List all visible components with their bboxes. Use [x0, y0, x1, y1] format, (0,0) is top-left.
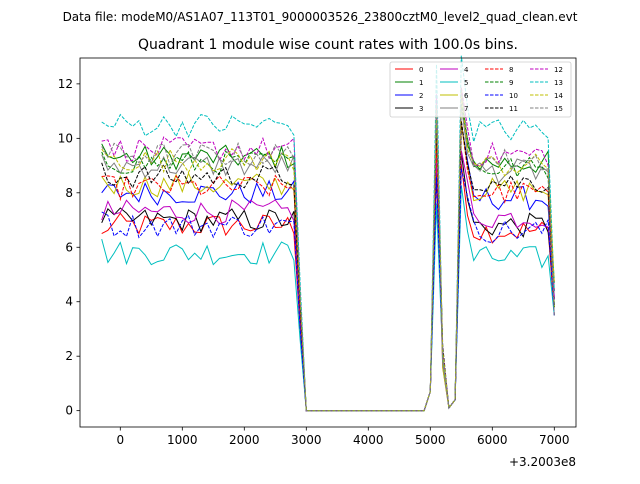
y-tick-label-0: 0 [65, 404, 73, 418]
legend-label-0: 0 [419, 66, 423, 74]
legend-label-2: 2 [419, 92, 423, 100]
series-line-14 [101, 91, 555, 412]
legend-label-12: 12 [554, 66, 563, 74]
legend-label-5: 5 [464, 79, 468, 87]
y-tick-label-8: 8 [65, 186, 73, 200]
x-tick-label-1000: 1000 [167, 433, 198, 447]
y-tick-label-6: 6 [65, 240, 73, 254]
y-tick-label-4: 4 [65, 295, 73, 309]
axes-frame [79, 57, 577, 428]
legend-label-3: 3 [419, 105, 423, 113]
legend-label-1: 1 [419, 79, 423, 87]
chart-suptitle: Data file: modeM0/AS1A07_113T01_90000035… [63, 10, 578, 24]
x-tick-label-7000: 7000 [539, 433, 570, 447]
legend-box [389, 61, 572, 118]
y-tick-label-12: 12 [58, 77, 73, 91]
legend-label-11: 11 [509, 105, 518, 113]
x-tick-label-4000: 4000 [353, 433, 384, 447]
plot-area: 0 1000 2000 3000 4000 5000 6000 700002468101201… [58, 55, 577, 447]
x-tick-label-0: 0 [116, 433, 124, 447]
y-tick-label-2: 2 [65, 349, 73, 363]
legend-label-6: 6 [464, 92, 469, 100]
legend-label-8: 8 [509, 66, 513, 74]
x-tick-label-3000: 3000 [291, 433, 322, 447]
x-tick-label-6000: 6000 [477, 433, 508, 447]
x-tick-label-5000: 5000 [415, 433, 446, 447]
legend-label-15: 15 [554, 105, 563, 113]
x-tick-label-2000: 2000 [229, 433, 260, 447]
y-tick-label-10: 10 [58, 131, 73, 145]
legend-label-7: 7 [464, 105, 468, 113]
x-offset-label: +3.2003e8 [509, 455, 576, 469]
legend-label-13: 13 [554, 79, 563, 87]
series-line-15 [101, 88, 555, 412]
legend-label-10: 10 [509, 92, 518, 100]
legend-label-9: 9 [509, 79, 513, 87]
legend-label-14: 14 [554, 92, 563, 100]
legend-label-4: 4 [464, 66, 469, 74]
chart-title: Quadrant 1 module wise count rates with … [138, 37, 518, 53]
